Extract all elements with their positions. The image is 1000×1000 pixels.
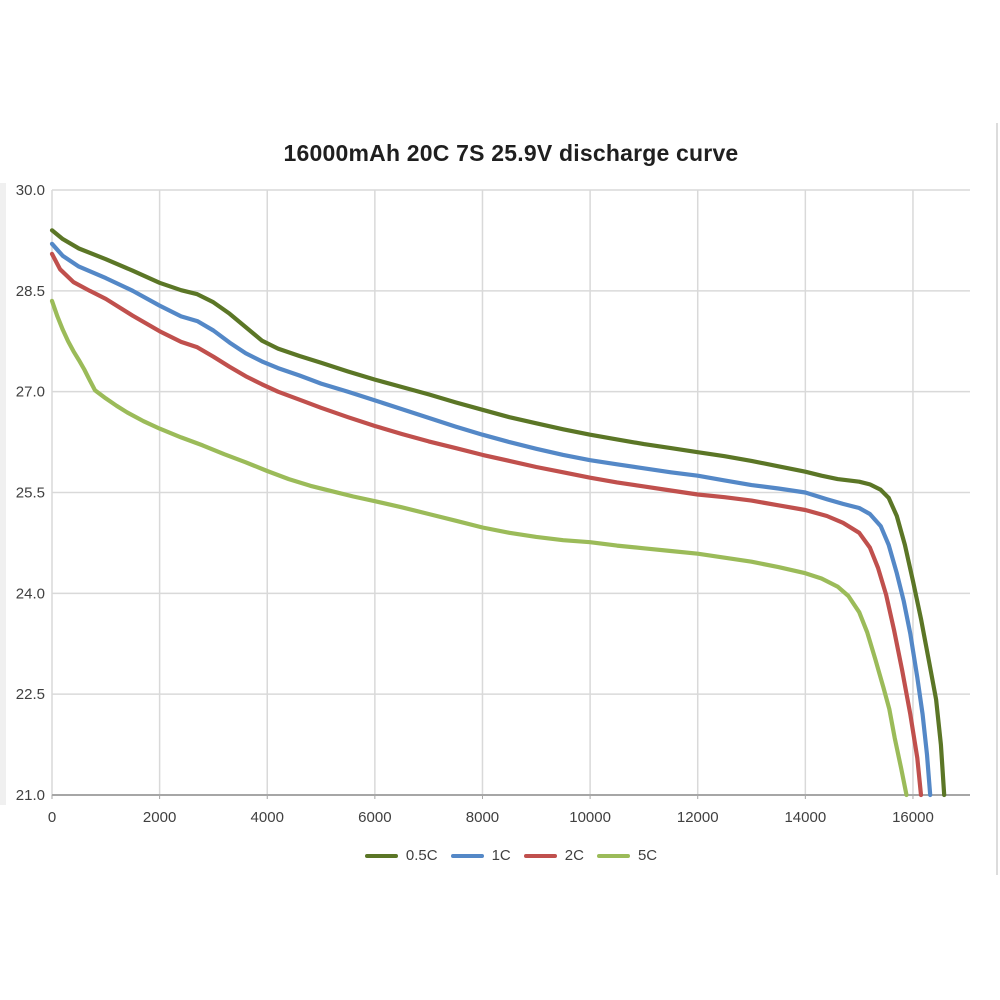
series-line-2C <box>49 251 924 798</box>
legend-item-2C: 2C <box>523 847 584 864</box>
legend-line-swatch <box>450 853 484 858</box>
legend-item-0.5C: 0.5C <box>364 847 438 864</box>
scan-edge-artifact-right <box>996 123 998 875</box>
x-tick-label: 14000 <box>784 809 826 826</box>
scan-edge-artifact-left <box>0 183 6 805</box>
y-tick-label: 27.0 <box>16 384 45 401</box>
x-tick-label: 6000 <box>358 809 391 826</box>
y-tick-label: 25.5 <box>16 485 45 502</box>
legend-label: 5C <box>637 847 658 864</box>
legend-item-5C: 5C <box>596 847 658 864</box>
y-tick-label: 21.0 <box>16 787 45 804</box>
y-tick-label: 22.5 <box>16 686 45 703</box>
legend-item-1C: 1C <box>450 847 511 864</box>
legend-label: 1C <box>491 847 511 864</box>
chart-legend: 0.5C 1C 2C 5C <box>52 847 970 864</box>
series-line-0.5C <box>49 228 947 798</box>
legend-line-swatch <box>523 853 557 858</box>
y-tick-label: 30.0 <box>16 182 45 199</box>
x-tick-label: 4000 <box>251 809 284 826</box>
x-tick-label: 10000 <box>569 809 611 826</box>
chart-title: 16000mAh 20C 7S 25.9V discharge curve <box>283 140 739 166</box>
series-line-1C <box>49 241 933 798</box>
legend-line-swatch <box>364 853 398 858</box>
legend-line-swatch <box>596 853 630 858</box>
x-tick-label: 16000 <box>892 809 934 826</box>
legend-label: 2C <box>564 847 584 864</box>
y-tick-label: 24.0 <box>16 585 45 602</box>
legend-label: 0.5C <box>405 847 438 864</box>
x-tick-label: 12000 <box>677 809 719 826</box>
x-tick-label: 0 <box>48 809 56 826</box>
x-tick-label: 8000 <box>466 809 499 826</box>
y-tick-label: 28.5 <box>16 283 45 300</box>
x-tick-label: 2000 <box>143 809 176 826</box>
series-line-5C <box>49 298 909 798</box>
